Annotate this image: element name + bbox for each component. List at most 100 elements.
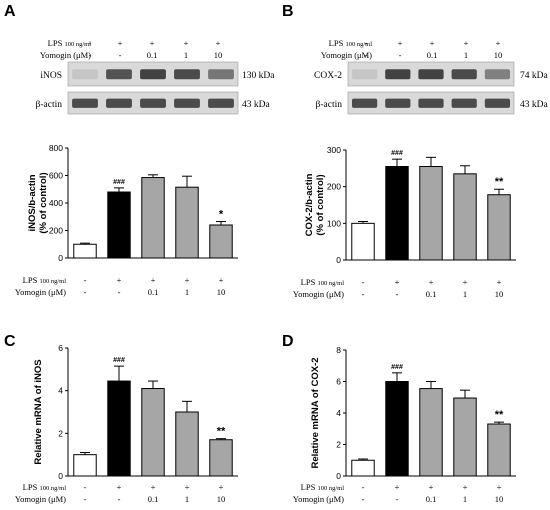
chart-c-yomogin-value: 10 <box>217 494 226 504</box>
chart-d-y-tick-label: 4 <box>336 408 341 418</box>
chart-a-y-tick-label: 0 <box>58 253 63 263</box>
chart-a-ylabel: iNOS/b-actin <box>27 174 38 231</box>
blot-b-lps-value: + <box>398 38 403 48</box>
blot-a-actin-strip-band <box>72 98 98 108</box>
chart-c-lps-value: + <box>219 482 224 492</box>
chart-d-y-tick-label: 0 <box>336 471 341 481</box>
panel-letter-a: A <box>4 3 16 20</box>
chart-d-y-tick-label: 2 <box>336 440 341 450</box>
chart-d-bar <box>453 397 477 477</box>
chart-c-bar <box>175 411 199 477</box>
panel-letter-d: D <box>282 333 294 350</box>
chart-d-lps-value: - <box>362 482 365 492</box>
blot-b-protein-strip-band <box>351 69 378 80</box>
blot-a-protein-strip <box>67 61 239 87</box>
blot-b-actin-label: β-actin <box>316 100 343 110</box>
blot-b-actin-strip-band <box>418 98 444 108</box>
chart-d-lps-value: + <box>497 482 502 492</box>
chart-d-lps-value: + <box>395 482 400 492</box>
chart-d-ylabel: Relative mRNA of COX-2 <box>310 357 321 468</box>
chart-b-y-tick-label: 300 <box>327 145 341 155</box>
chart-a-yomogin-value: 1 <box>185 287 189 297</box>
blot-a-actin-strip-band <box>208 98 234 108</box>
blot-a-protein-size: 130 kDa <box>242 71 275 81</box>
chart-a-yomogin-value: - <box>84 287 87 297</box>
chart-a-lps-value: + <box>151 275 156 285</box>
blot-a-protein-strip-band <box>174 69 200 80</box>
chart-b-bar <box>351 222 375 261</box>
chart-a-y-tick-label: 600 <box>49 171 63 181</box>
blot-b-yomogin-value: 0.1 <box>427 50 438 60</box>
chart-b-lps-label: LPS 100 ng/ml <box>301 277 345 287</box>
chart-b: 0 100 200 300 COX-2/b-actin (% of control) ###… <box>304 145 516 265</box>
blot-a-actin-strip <box>67 91 239 115</box>
chart-d-y-tick-label: 6 <box>336 377 341 387</box>
blot-a-yomogin-label: Yomogin (μM) <box>40 50 91 60</box>
chart-c: 0 2 4 6 Relative mRNA of iNOS ### ** <box>33 343 238 481</box>
blot-b-protein-strip-band <box>418 69 444 80</box>
blot-a-lps-value: - <box>89 38 92 48</box>
chart-a: 0 200 400 600 800 iNOS/b-actin (% of control) #… <box>27 143 238 263</box>
blot-a-actin-strip-band <box>140 98 166 108</box>
blot-b-actin-strip-band <box>385 98 411 108</box>
chart-b-yomogin-value: 1 <box>463 289 467 299</box>
panel-letter-c: C <box>4 333 16 350</box>
chart-b-y-tick-label: 100 <box>327 218 341 228</box>
chart-a-yomogin-value: 0.1 <box>148 287 159 297</box>
blot-a-protein-strip-band <box>72 69 98 80</box>
chart-a-bar <box>73 243 97 259</box>
chart-a-yomogin-value: - <box>118 287 121 297</box>
blot-b-yomogin-value: 10 <box>494 50 503 60</box>
blot-b-actin-strip <box>347 91 515 115</box>
blot-a-protein-strip-band <box>140 69 166 80</box>
chart-d-significance: ### <box>391 364 403 371</box>
chart-c-bar <box>73 454 97 477</box>
chart-a-ylabel-2: (% of control) <box>38 172 49 233</box>
blot-b-yomogin-value: 1 <box>464 50 468 60</box>
blot-a-lps-value: + <box>184 38 189 48</box>
chart-c-y-tick-label: 6 <box>58 343 63 353</box>
chart-c-significance: ### <box>113 357 125 364</box>
blot-a-protein-label: iNOS <box>40 71 62 81</box>
chart-a-bar <box>107 191 131 259</box>
chart-c-yomogin-value: 0.1 <box>148 494 159 504</box>
blot-a-actin-label: β-actin <box>36 100 63 110</box>
chart-a-yomogin-value: 10 <box>217 287 226 297</box>
blot-a-protein-strip-band <box>106 69 132 80</box>
chart-c-bar <box>141 388 165 477</box>
blot-a-lps-value: + <box>150 38 155 48</box>
chart-c-y-tick-label: 2 <box>58 428 63 438</box>
chart-b-significance: ** <box>495 176 504 188</box>
chart-a-lps-value: + <box>185 275 190 285</box>
chart-b-significance: ### <box>391 150 403 157</box>
chart-c-lps-value: + <box>151 482 156 492</box>
chart-a-significance: * <box>219 209 224 221</box>
chart-a-y-tick-label: 800 <box>49 143 63 153</box>
chart-b-yomogin-value: 0.1 <box>426 289 437 299</box>
blot-b-lps-value: + <box>496 38 501 48</box>
chart-d-yomogin-label: Yomogin (μM) <box>293 494 344 504</box>
panel-letter-b: B <box>282 3 294 20</box>
chart-b-lps-value: - <box>362 277 365 287</box>
chart-d-yomogin-value: - <box>396 494 399 504</box>
blot-a-yomogin-value: 0.1 <box>147 50 158 60</box>
blot-b-lps-value: - <box>365 38 368 48</box>
chart-d-yomogin-value: 0.1 <box>426 494 437 504</box>
blot-b-protein-size: 74 kDa <box>520 71 548 81</box>
blot-a-protein-strip-band <box>208 69 234 80</box>
chart-c-yomogin-value: 1 <box>185 494 189 504</box>
chart-c-yomogin-value: - <box>118 494 121 504</box>
chart-b-yomogin-label: Yomogin (μM) <box>293 289 344 299</box>
chart-d-lps-value: + <box>463 482 468 492</box>
chart-a-lps-value: + <box>117 275 122 285</box>
blot-a-actin-size: 43 kDa <box>242 100 270 110</box>
chart-a-lps-label: LPS 100 ng/ml <box>23 275 67 285</box>
chart-b-ylabel-2: (% of control) <box>315 174 326 235</box>
blot-b-protein-label: COX-2 <box>314 71 342 81</box>
blot-a-yomogin-value: 10 <box>214 50 223 60</box>
chart-b-bar <box>453 173 477 261</box>
chart-b-lps-value: + <box>463 277 468 287</box>
blot-b-yomogin-label: Yomogin (μM) <box>321 50 372 60</box>
chart-d-bar <box>385 381 409 477</box>
